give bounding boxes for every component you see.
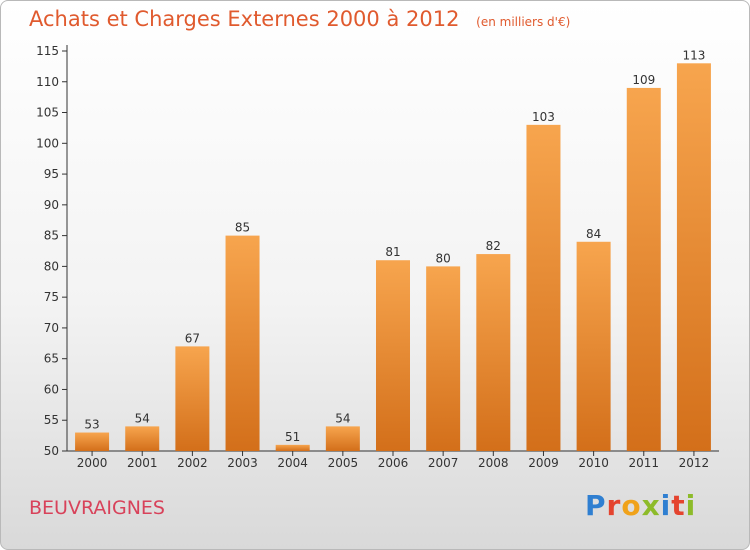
bar-2007 <box>426 266 461 451</box>
bar-2012 <box>676 63 711 452</box>
bar-2003 <box>225 235 260 451</box>
x-tick-label: 2011 <box>628 456 659 470</box>
data-label: 80 <box>436 251 451 265</box>
data-label: 54 <box>335 411 350 425</box>
x-tick-label: 2007 <box>428 456 459 470</box>
y-tick-label: 60 <box>44 382 59 396</box>
data-label: 109 <box>632 73 655 87</box>
x-tick-label: 2008 <box>478 456 509 470</box>
y-tick-label: 110 <box>36 75 59 89</box>
data-label: 85 <box>235 221 250 235</box>
bar-2009 <box>526 124 561 451</box>
y-tick-label: 85 <box>44 229 59 243</box>
chart-title: Achats et Charges Externes 2000 à 2012 (… <box>29 7 570 31</box>
bar-2004 <box>275 444 310 451</box>
data-label: 82 <box>486 239 501 253</box>
bar-2008 <box>476 254 511 451</box>
y-tick-label: 100 <box>36 136 59 150</box>
chart-subtitle: (en milliers d'€) <box>476 15 571 29</box>
x-tick-label: 2005 <box>328 456 359 470</box>
x-tick-label: 2012 <box>679 456 710 470</box>
x-tick-label: 2002 <box>177 456 208 470</box>
bar-2005 <box>325 426 360 451</box>
y-tick-label: 55 <box>44 413 59 427</box>
x-tick-label: 2000 <box>77 456 108 470</box>
x-tick-label: 2006 <box>378 456 409 470</box>
data-label: 113 <box>682 48 705 62</box>
y-tick-label: 70 <box>44 321 59 335</box>
proxiti-logo: Proxiti <box>585 489 697 522</box>
bar-2000 <box>75 432 110 451</box>
bar-2001 <box>125 426 160 451</box>
y-tick-label: 75 <box>44 290 59 304</box>
chart-title-text: Achats et Charges Externes 2000 à 2012 <box>29 7 460 31</box>
commune-name: BEUVRAIGNES <box>29 497 165 519</box>
bar-2011 <box>626 87 661 451</box>
data-label: 67 <box>185 331 200 345</box>
x-tick-label: 2004 <box>277 456 308 470</box>
bar-2010 <box>576 241 611 451</box>
data-label: 81 <box>385 245 400 259</box>
y-tick-label: 115 <box>36 44 59 58</box>
bar-2002 <box>175 346 210 451</box>
bar-2006 <box>376 260 410 451</box>
x-tick-label: 2009 <box>528 456 559 470</box>
y-tick-label: 80 <box>44 259 59 273</box>
x-tick-label: 2001 <box>127 456 158 470</box>
y-tick-label: 105 <box>36 106 59 120</box>
y-tick-label: 90 <box>44 198 59 212</box>
data-label: 51 <box>285 430 300 444</box>
x-tick-label: 2003 <box>227 456 258 470</box>
y-tick-label: 95 <box>44 167 59 181</box>
x-tick-label: 2010 <box>578 456 609 470</box>
data-label: 84 <box>586 227 601 241</box>
y-tick-label: 65 <box>44 352 59 366</box>
y-tick-label: 50 <box>44 444 59 458</box>
data-label: 103 <box>532 110 555 124</box>
data-label: 54 <box>135 411 150 425</box>
data-label: 53 <box>84 418 99 432</box>
